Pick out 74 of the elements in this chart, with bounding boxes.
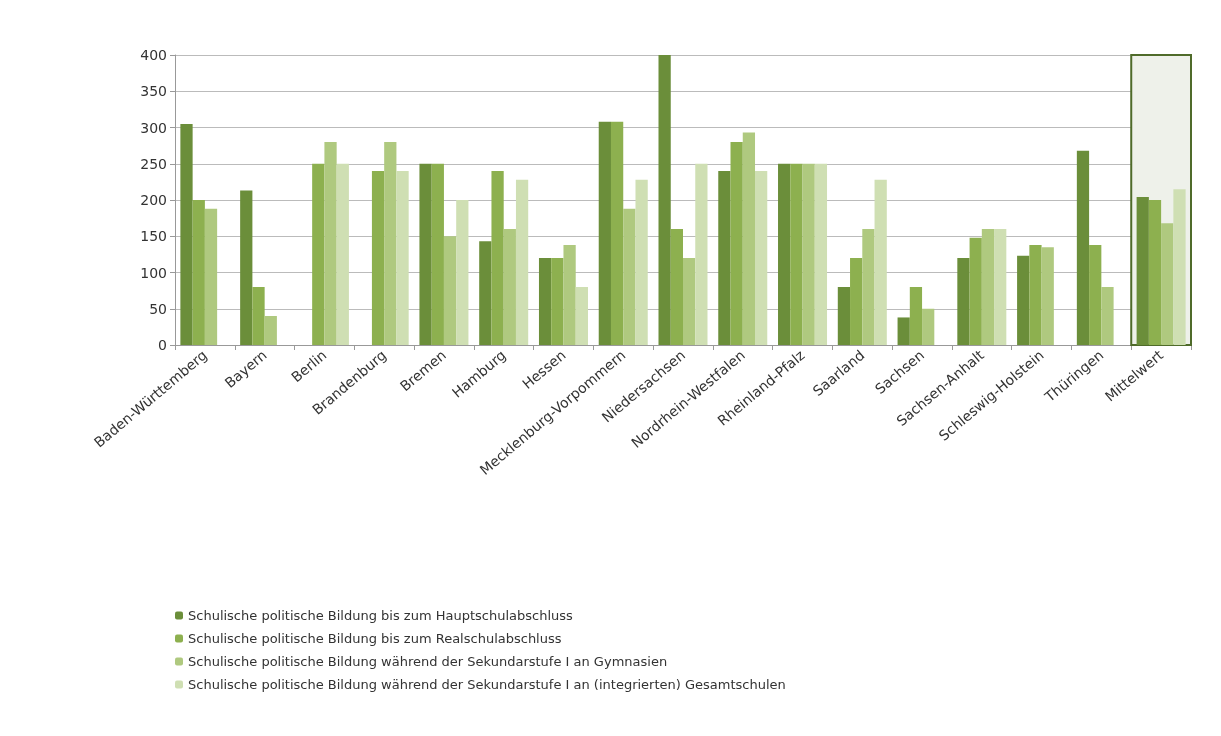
bar [994,229,1007,345]
bar [575,287,588,345]
bar [180,123,193,345]
bar [610,121,624,345]
bar [718,171,731,345]
bar [755,171,768,345]
y-tick-label: 250 [140,155,167,172]
y-tick-label: 200 [140,192,167,208]
bar [1161,223,1174,345]
bar [1017,255,1030,345]
y-tick-label: 50 [149,300,167,317]
bar [456,200,469,345]
bar [814,163,828,345]
bar [419,163,432,345]
bar [240,190,253,345]
legend-label: Schulische politische Bildung bis zum Realschulabschluss [188,631,562,646]
bar [909,287,923,345]
bar [538,258,552,345]
legend-label: Schulische politische Bildung bis zum Hauptschulabschluss [188,608,574,623]
bar [1148,200,1162,345]
bar [742,132,756,345]
bar [431,163,444,345]
bar [1041,247,1054,345]
legend-label: Schulische politische Bildung während der Sekundarstufe I an Gymnasien [188,654,668,669]
bar [1136,197,1149,345]
bar [324,142,337,345]
y-tick-label: 150 [140,228,167,245]
bar [695,163,708,345]
bar [503,229,516,345]
bar [981,229,995,345]
y-tick-label: 100 [140,264,167,281]
bar [874,179,887,345]
bar [850,258,863,345]
bar [1101,287,1114,345]
bar [252,287,265,345]
bar [670,229,683,345]
bar [598,121,611,345]
bar [1173,189,1186,345]
bar [371,171,385,345]
bar [802,163,815,345]
bar [658,55,671,345]
bar [1089,244,1102,345]
bar [479,241,492,345]
bar [922,308,935,345]
bar [1076,150,1090,345]
bar [396,171,409,345]
bar [957,258,970,345]
bar [635,179,648,345]
bar [730,142,743,345]
y-tick-label: 350 [140,83,167,100]
bar [897,317,910,345]
bar [1029,244,1042,345]
bar [623,208,636,345]
bar [790,163,803,345]
y-tick-label: 300 [140,119,167,136]
legend-label: Schulische politische Bildung während der Sekundarstufe I an (integrierten) Gesamtschulen [188,677,786,692]
bar [443,236,457,345]
bar [312,163,325,345]
bar [862,229,875,345]
bar [204,208,218,345]
bar [778,163,791,345]
bar [551,258,564,345]
bar [384,142,397,345]
bar [837,287,851,345]
bar [264,316,277,345]
bar [336,163,349,345]
y-tick-label: 0 [158,337,167,353]
bar [683,258,696,345]
bar [515,179,529,345]
bar [192,200,205,345]
bar [563,244,576,345]
bar [969,237,982,345]
bar [491,171,504,345]
y-tick-label: 400 [140,47,167,63]
